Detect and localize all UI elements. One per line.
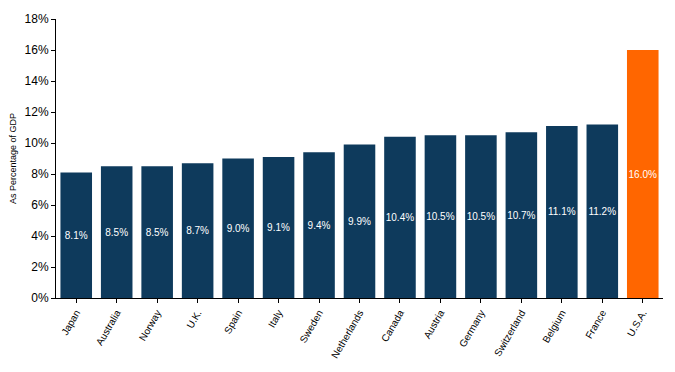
svg-text:8.1%: 8.1% xyxy=(65,230,88,241)
svg-text:France: France xyxy=(583,308,608,341)
svg-text:8.7%: 8.7% xyxy=(186,225,209,236)
svg-text:U.S.A.: U.S.A. xyxy=(625,308,649,339)
svg-text:9.0%: 9.0% xyxy=(227,223,250,234)
svg-text:10.7%: 10.7% xyxy=(507,210,535,221)
svg-text:Spain: Spain xyxy=(222,308,244,336)
svg-text:10.4%: 10.4% xyxy=(386,212,414,223)
svg-text:U.K.: U.K. xyxy=(184,308,203,330)
svg-text:16%: 16% xyxy=(25,43,49,57)
svg-text:8.5%: 8.5% xyxy=(105,227,128,238)
svg-text:Germany: Germany xyxy=(457,308,487,349)
svg-text:8%: 8% xyxy=(31,167,49,181)
svg-text:10.5%: 10.5% xyxy=(467,211,495,222)
svg-text:Canada: Canada xyxy=(379,308,406,344)
svg-text:11.2%: 11.2% xyxy=(588,206,616,217)
svg-text:Austria: Austria xyxy=(421,308,446,341)
svg-text:0%: 0% xyxy=(31,291,49,305)
svg-text:4%: 4% xyxy=(31,229,49,243)
svg-text:Norway: Norway xyxy=(137,308,163,343)
svg-text:14%: 14% xyxy=(25,74,49,88)
svg-text:11.1%: 11.1% xyxy=(548,206,576,217)
svg-text:Belgium: Belgium xyxy=(540,308,568,345)
svg-text:10%: 10% xyxy=(25,136,49,150)
svg-text:Italy: Italy xyxy=(266,308,285,329)
svg-text:9.4%: 9.4% xyxy=(308,220,331,231)
svg-text:12%: 12% xyxy=(25,105,49,119)
svg-text:8.5%: 8.5% xyxy=(146,227,169,238)
svg-text:Japan: Japan xyxy=(59,308,82,337)
svg-text:18%: 18% xyxy=(25,12,49,26)
svg-text:9.9%: 9.9% xyxy=(348,216,371,227)
svg-text:Australia: Australia xyxy=(94,308,123,348)
svg-text:16.0%: 16.0% xyxy=(629,169,657,180)
svg-text:Switzerland: Switzerland xyxy=(492,308,527,358)
svg-text:Sweden: Sweden xyxy=(297,308,325,345)
svg-text:6%: 6% xyxy=(31,198,49,212)
svg-text:9.1%: 9.1% xyxy=(267,222,290,233)
svg-text:10.5%: 10.5% xyxy=(426,211,454,222)
svg-text:As Percentage of GDP: As Percentage of GDP xyxy=(8,113,18,204)
svg-text:2%: 2% xyxy=(31,260,49,274)
svg-text:Netherlands: Netherlands xyxy=(329,308,365,360)
